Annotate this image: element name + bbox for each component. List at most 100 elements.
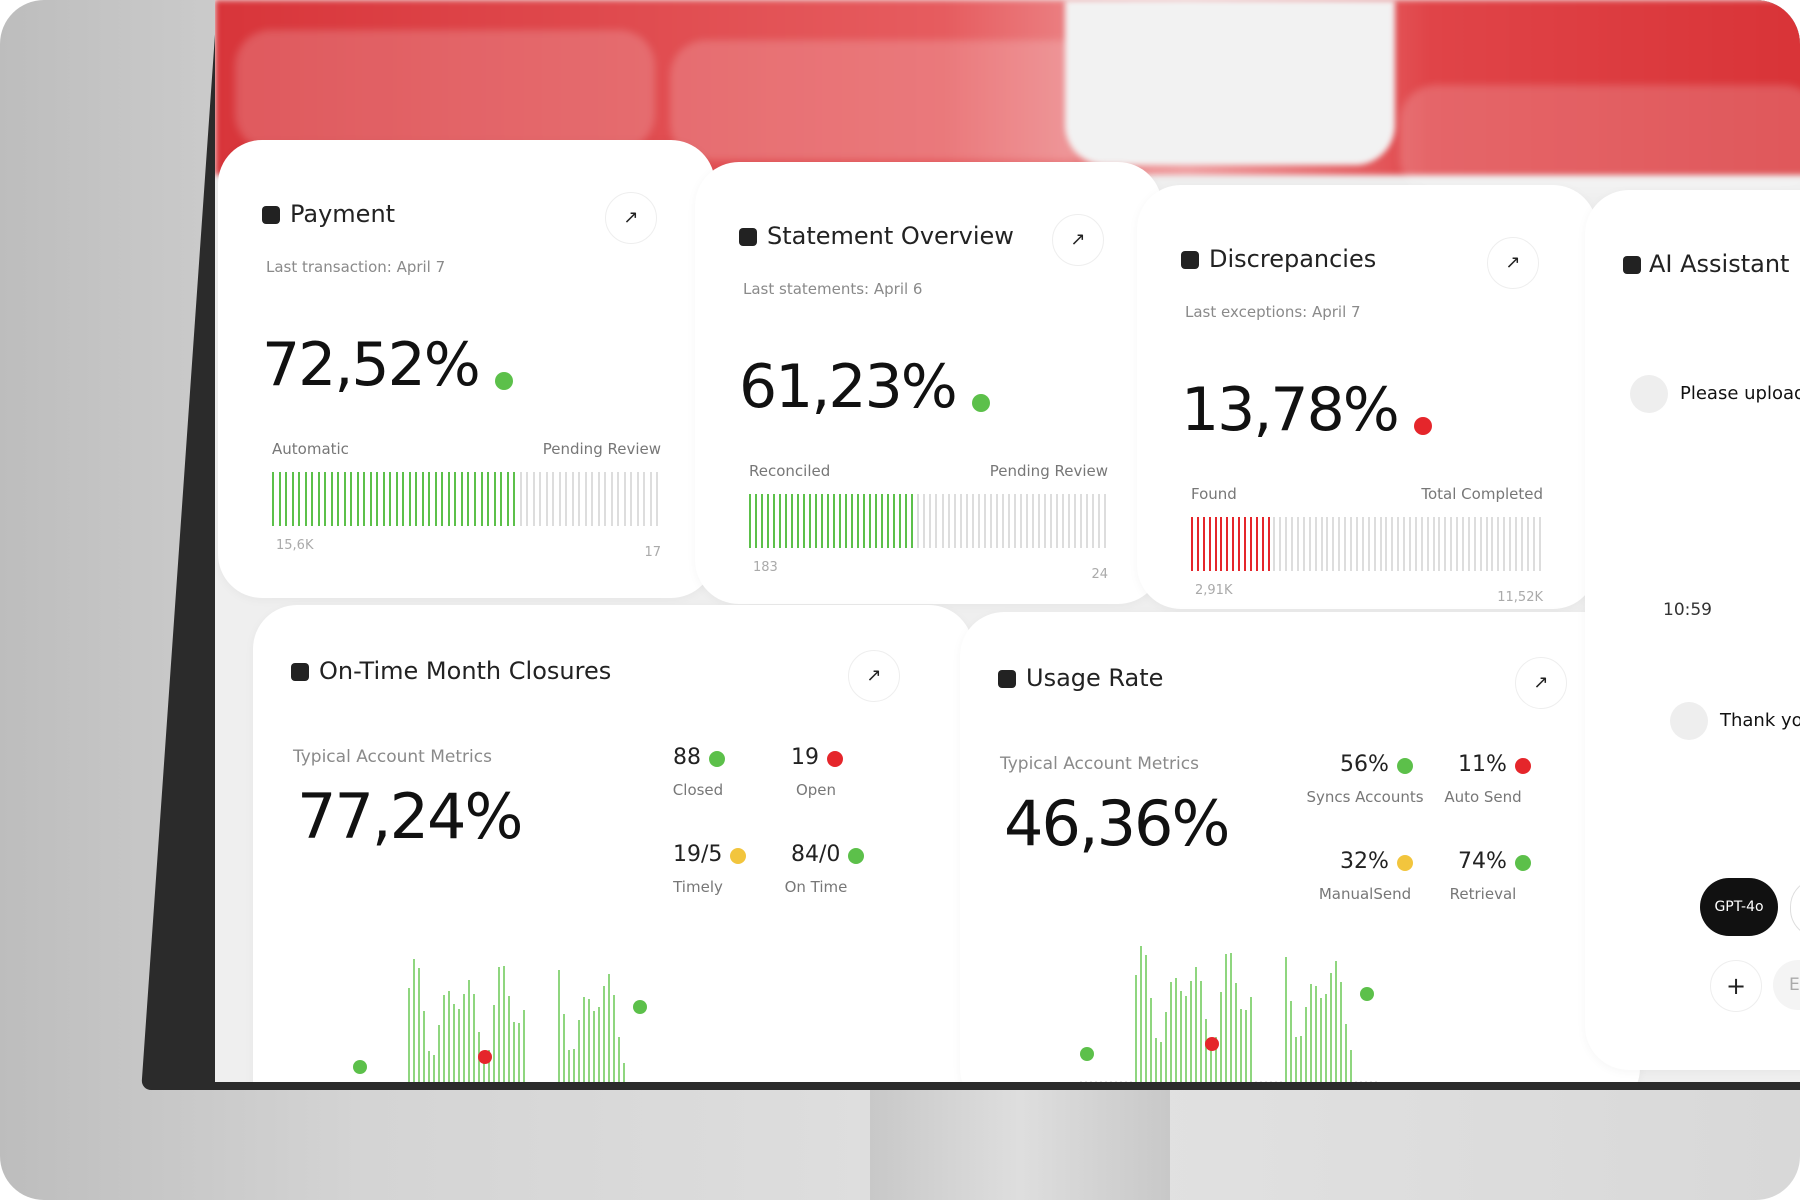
strip-tick bbox=[917, 494, 920, 548]
header-tile bbox=[1400, 85, 1800, 195]
chart-spike bbox=[503, 966, 505, 1082]
assistant-title: AI Assistant bbox=[1649, 250, 1790, 278]
metric-value: 11% bbox=[1458, 752, 1507, 777]
open-button[interactable]: ↗ bbox=[1487, 237, 1539, 289]
progress-strip bbox=[749, 494, 1106, 548]
chart-spike bbox=[473, 993, 475, 1082]
open-button[interactable]: ↗ bbox=[1052, 214, 1104, 266]
strip-tick bbox=[1061, 494, 1064, 548]
chat-input[interactable]: Ente bbox=[1773, 960, 1800, 1010]
strip-tick bbox=[1025, 494, 1028, 548]
strip-tick bbox=[317, 472, 320, 526]
chart-spike bbox=[463, 993, 465, 1082]
chart-spike bbox=[593, 1010, 595, 1082]
strip-tick bbox=[441, 472, 444, 526]
strip-tick bbox=[1361, 517, 1364, 571]
strip-tick bbox=[649, 472, 652, 526]
model-button[interactable] bbox=[1790, 878, 1800, 938]
metric-icon bbox=[827, 751, 843, 767]
chart-spike bbox=[1325, 994, 1327, 1082]
metric-value: 88 bbox=[673, 745, 701, 770]
strip-tick bbox=[565, 472, 568, 526]
strip-tick bbox=[1232, 517, 1235, 571]
chart-spike bbox=[1110, 1081, 1112, 1082]
strip-tick bbox=[539, 472, 542, 526]
stat-card: Payment Last transaction: April 7 ↗ 72,52% A… bbox=[218, 140, 715, 598]
chart-spike bbox=[1130, 1081, 1132, 1082]
strip-tick bbox=[1379, 517, 1382, 571]
strip-tick bbox=[324, 472, 327, 526]
card-subtitle: Last statements: April 6 bbox=[743, 280, 923, 298]
strip-tick bbox=[1001, 494, 1004, 548]
metric-label: Closed bbox=[672, 781, 724, 799]
chart-spike bbox=[413, 958, 415, 1082]
metric-icon bbox=[709, 751, 725, 767]
strip-tick bbox=[851, 494, 854, 548]
card-icon bbox=[1181, 251, 1199, 269]
strip-tick bbox=[1373, 517, 1376, 571]
chart-spike bbox=[1140, 945, 1142, 1082]
card-value: 61,23% bbox=[739, 352, 958, 422]
strip-tick bbox=[1073, 494, 1076, 548]
attach-button[interactable]: + bbox=[1710, 960, 1762, 1012]
card-value: 13,78% bbox=[1181, 375, 1400, 445]
metric-icon bbox=[1397, 855, 1413, 871]
strip-tick bbox=[1444, 517, 1447, 571]
chart-spike bbox=[608, 974, 610, 1082]
activity-chart bbox=[1020, 931, 1600, 1082]
card-value: 72,52% bbox=[262, 330, 481, 400]
activity-chart bbox=[293, 944, 913, 1082]
chart-spike bbox=[1335, 961, 1337, 1082]
chart-spike bbox=[488, 1049, 490, 1082]
chart-spike bbox=[1220, 992, 1222, 1082]
open-button[interactable]: ↗ bbox=[605, 192, 657, 244]
chart-spike bbox=[623, 1063, 625, 1082]
strip-tick bbox=[376, 472, 379, 526]
chart-spike bbox=[1120, 1081, 1122, 1082]
strip-tick bbox=[971, 494, 974, 548]
strip-tick bbox=[1367, 517, 1370, 571]
strip-tick bbox=[526, 472, 529, 526]
open-button[interactable]: ↗ bbox=[848, 650, 900, 702]
strip-tick bbox=[1103, 494, 1106, 548]
chart-spike bbox=[1215, 1036, 1217, 1082]
strip-tick bbox=[428, 472, 431, 526]
chart-marker bbox=[1360, 987, 1374, 1001]
chart-spike bbox=[603, 986, 605, 1082]
metric-panel: Usage Rate ↗ Typical Account Metrics 46,36%… bbox=[960, 612, 1640, 1082]
open-button[interactable]: ↗ bbox=[1515, 657, 1567, 709]
strip-tick bbox=[1503, 517, 1506, 571]
strip-tick bbox=[480, 472, 483, 526]
strip-tick bbox=[1007, 494, 1010, 548]
chart-spike bbox=[1115, 1081, 1117, 1082]
chart-spike bbox=[1295, 1037, 1297, 1082]
assistant-icon bbox=[1623, 256, 1641, 274]
strip-tick bbox=[947, 494, 950, 548]
strip-tick bbox=[636, 472, 639, 526]
strip-tick bbox=[1408, 517, 1411, 571]
strip-tick bbox=[923, 494, 926, 548]
chart-spike bbox=[453, 1004, 455, 1082]
strip-tick bbox=[1055, 494, 1058, 548]
strip-tick bbox=[1291, 517, 1294, 571]
strip-tick bbox=[500, 472, 503, 526]
strip-tick bbox=[402, 472, 405, 526]
strip-tick bbox=[935, 494, 938, 548]
strip-tick bbox=[656, 472, 659, 526]
strip-tick bbox=[311, 472, 314, 526]
strip-tick bbox=[473, 472, 476, 526]
chart-spike bbox=[423, 1010, 425, 1082]
chart-spike bbox=[1185, 995, 1187, 1082]
strip-tick bbox=[1226, 517, 1229, 571]
strip-tick bbox=[1202, 517, 1205, 571]
strip-tick bbox=[1479, 517, 1482, 571]
model-button[interactable]: GPT-4o bbox=[1700, 878, 1778, 936]
chart-spike bbox=[1320, 997, 1322, 1082]
chart-spike bbox=[443, 994, 445, 1082]
strip-tick bbox=[1013, 494, 1016, 548]
strip-tick bbox=[1037, 494, 1040, 548]
metric-value: 19 bbox=[791, 745, 819, 770]
strip-tick bbox=[929, 494, 932, 548]
strip-tick bbox=[1491, 517, 1494, 571]
metric-value: 56% bbox=[1340, 752, 1389, 777]
